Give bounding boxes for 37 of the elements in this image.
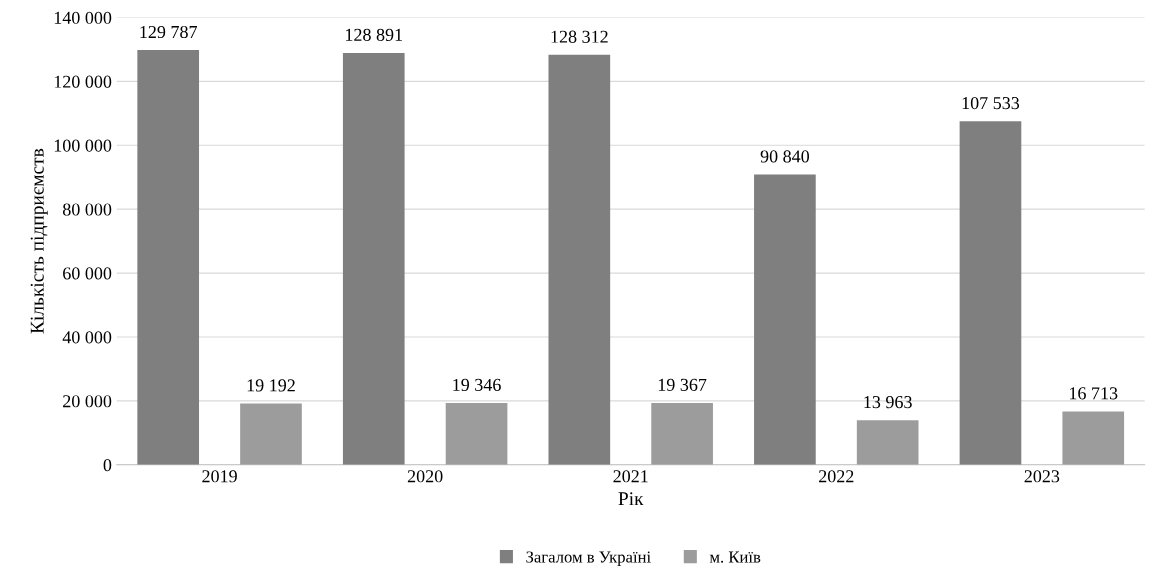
bar	[240, 403, 302, 465]
x-tick-label: 2021	[613, 470, 648, 483]
data-label: 129 787	[140, 25, 198, 39]
legend-label: Загалом в Україні	[526, 551, 651, 566]
x-tick-label: 2020	[407, 470, 443, 483]
bar	[445, 402, 508, 465]
bar	[137, 50, 200, 465]
y-axis-title: Кількість підприємств	[30, 148, 48, 334]
data-label: 19 192	[247, 379, 295, 392]
data-label: 107 533	[962, 96, 1020, 110]
x-tick-label: 2023	[1024, 470, 1060, 483]
data-label: 128 312	[551, 30, 608, 43]
data-label: 90 840	[760, 150, 810, 163]
data-label: 19 367	[658, 378, 707, 391]
y-tick-label: 20 000	[63, 395, 112, 408]
y-tick-label: 80 000	[62, 203, 112, 216]
y-tick-label: 100 000	[54, 139, 112, 152]
bar	[856, 420, 919, 465]
data-label: 128 891	[346, 28, 403, 41]
data-label: 16 713	[1070, 387, 1118, 400]
bar	[1062, 411, 1125, 465]
x-tick-label: 2022	[819, 470, 854, 483]
y-tick-label: 0	[103, 459, 112, 472]
data-label: 13 963	[864, 396, 912, 409]
bar	[548, 54, 611, 465]
data-label: 19 346	[453, 378, 501, 391]
bar	[959, 121, 1022, 465]
x-axis-title: Рік	[618, 492, 644, 506]
bar	[342, 52, 405, 465]
y-tick-label: 40 000	[62, 331, 112, 344]
x-tick-label: 2019	[202, 470, 237, 483]
legend-label: м. Київ	[709, 551, 761, 563]
bar	[754, 174, 816, 465]
bar	[651, 402, 713, 465]
y-tick-label: 140 000	[54, 11, 112, 24]
y-tick-label: 60 000	[63, 267, 112, 280]
y-tick-label: 120 000	[54, 75, 112, 88]
